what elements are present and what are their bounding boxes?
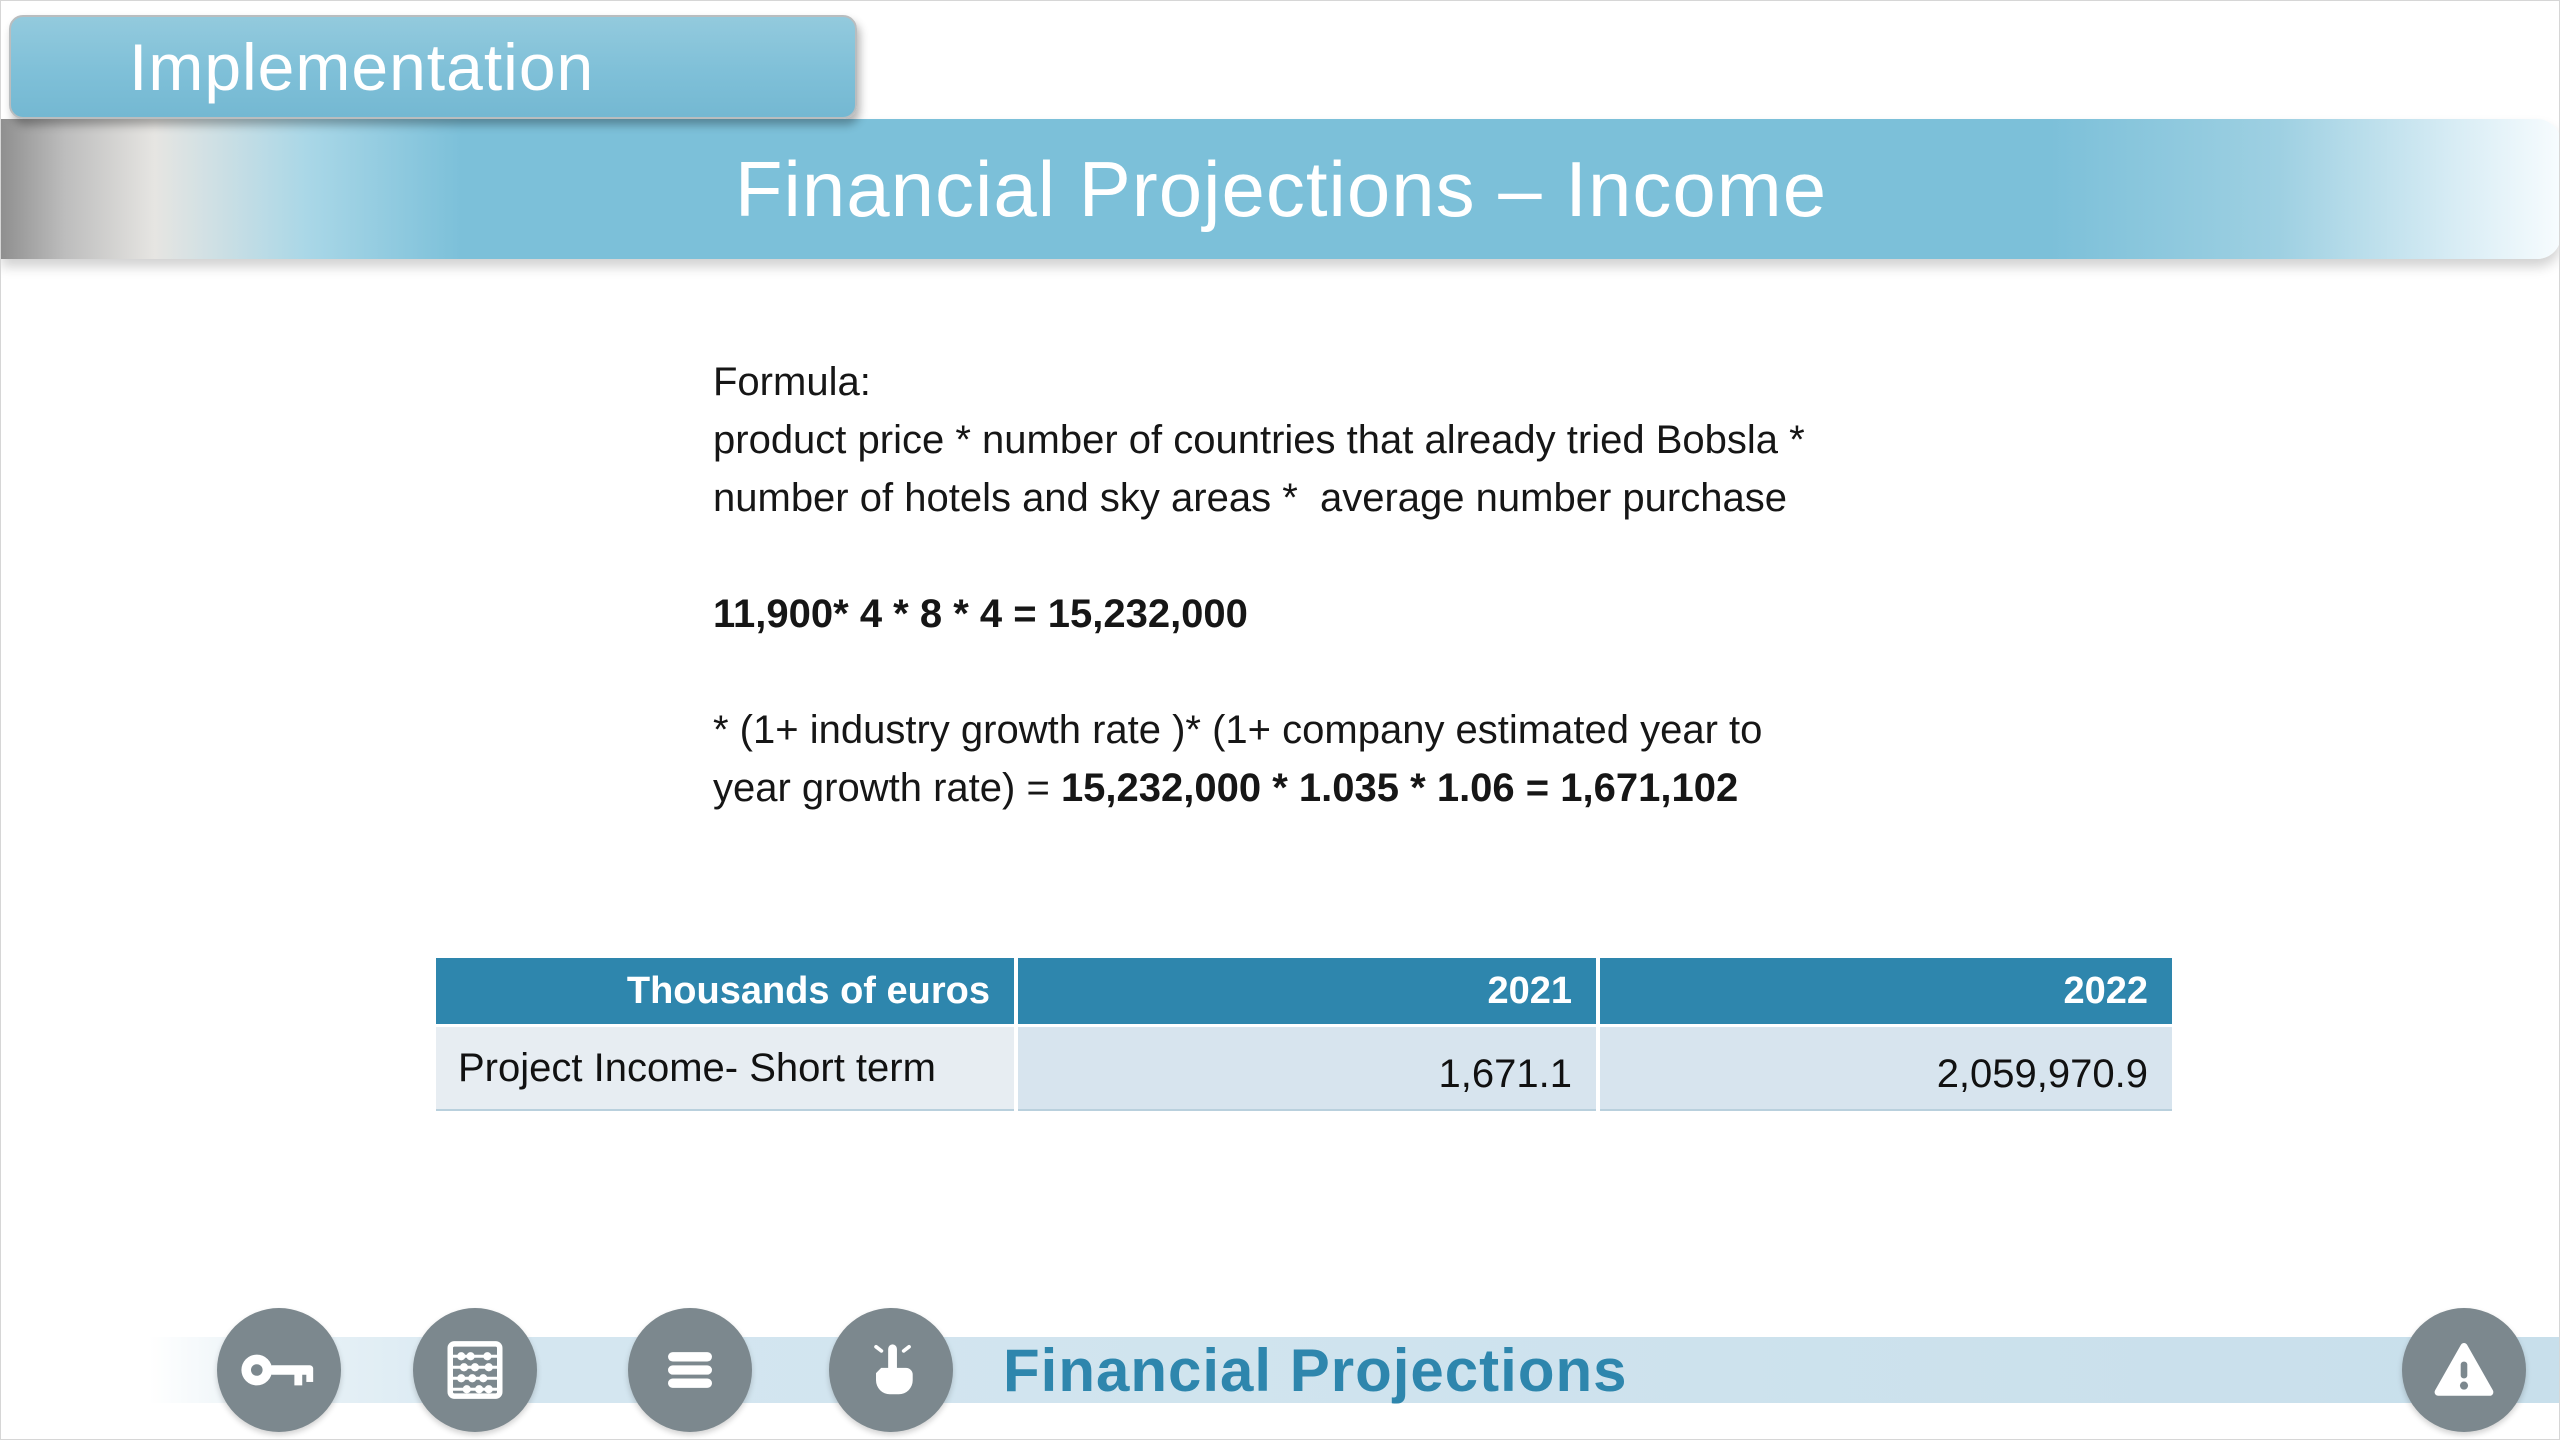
touch-nav-button[interactable] — [829, 1308, 953, 1432]
formula-line-2: number of hotels and sky areas * average… — [713, 476, 1787, 520]
touch-icon — [874, 1344, 913, 1395]
calculation-line: 11,900* 4 * 8 * 4 = 15,232,000 — [713, 592, 1248, 636]
formula-line-1: product price * number of countries that… — [713, 418, 1805, 462]
table-header-label: Thousands of euros — [436, 958, 1014, 1024]
table-header-2021: 2021 — [1018, 958, 1596, 1024]
spacer-line — [713, 527, 1805, 585]
menu-icon — [668, 1352, 712, 1388]
section-tab: Implementation — [9, 15, 857, 119]
growth-line-2-prefix: year growth rate) = — [713, 766, 1061, 810]
menu-nav-button[interactable] — [628, 1308, 752, 1432]
warning-icon — [2434, 1343, 2494, 1396]
table-header-2022: 2022 — [1600, 958, 2172, 1024]
warning-nav-button[interactable] — [2402, 1308, 2526, 1432]
income-table: Thousands of euros 2021 2022 Project Inc… — [436, 958, 2172, 1111]
title-banner: Financial Projections – Income — [1, 119, 2559, 259]
key-icon — [241, 1354, 314, 1386]
section-tab-label: Implementation — [129, 30, 595, 104]
table-row-label: Project Income- Short term — [436, 1027, 1014, 1111]
growth-line-2-result: 15,232,000 * 1.035 * 1.06 = 1,671,102 — [1060, 766, 1739, 810]
key-nav-button[interactable] — [217, 1308, 341, 1432]
slide-title: Financial Projections – Income — [734, 144, 1828, 233]
table-cell-2021: 1,671.1 — [1018, 1027, 1596, 1111]
abacus-icon — [447, 1341, 503, 1399]
footer-section-label: Financial Projections — [1003, 1336, 1628, 1404]
spacer-line — [713, 643, 1805, 701]
growth-line-2: year growth rate) = 15,232,000 * 1.035 *… — [713, 759, 1805, 817]
abacus-nav-button[interactable] — [413, 1308, 537, 1432]
growth-line-1: * (1+ industry growth rate )* (1+ compan… — [713, 708, 1763, 752]
footer-bar — [149, 1337, 2559, 1403]
formula-label: Formula: — [713, 360, 871, 404]
table-cell-2022: 2,059,970.9 — [1600, 1027, 2172, 1111]
body-text-block: Formula: product price * number of count… — [713, 353, 1805, 817]
